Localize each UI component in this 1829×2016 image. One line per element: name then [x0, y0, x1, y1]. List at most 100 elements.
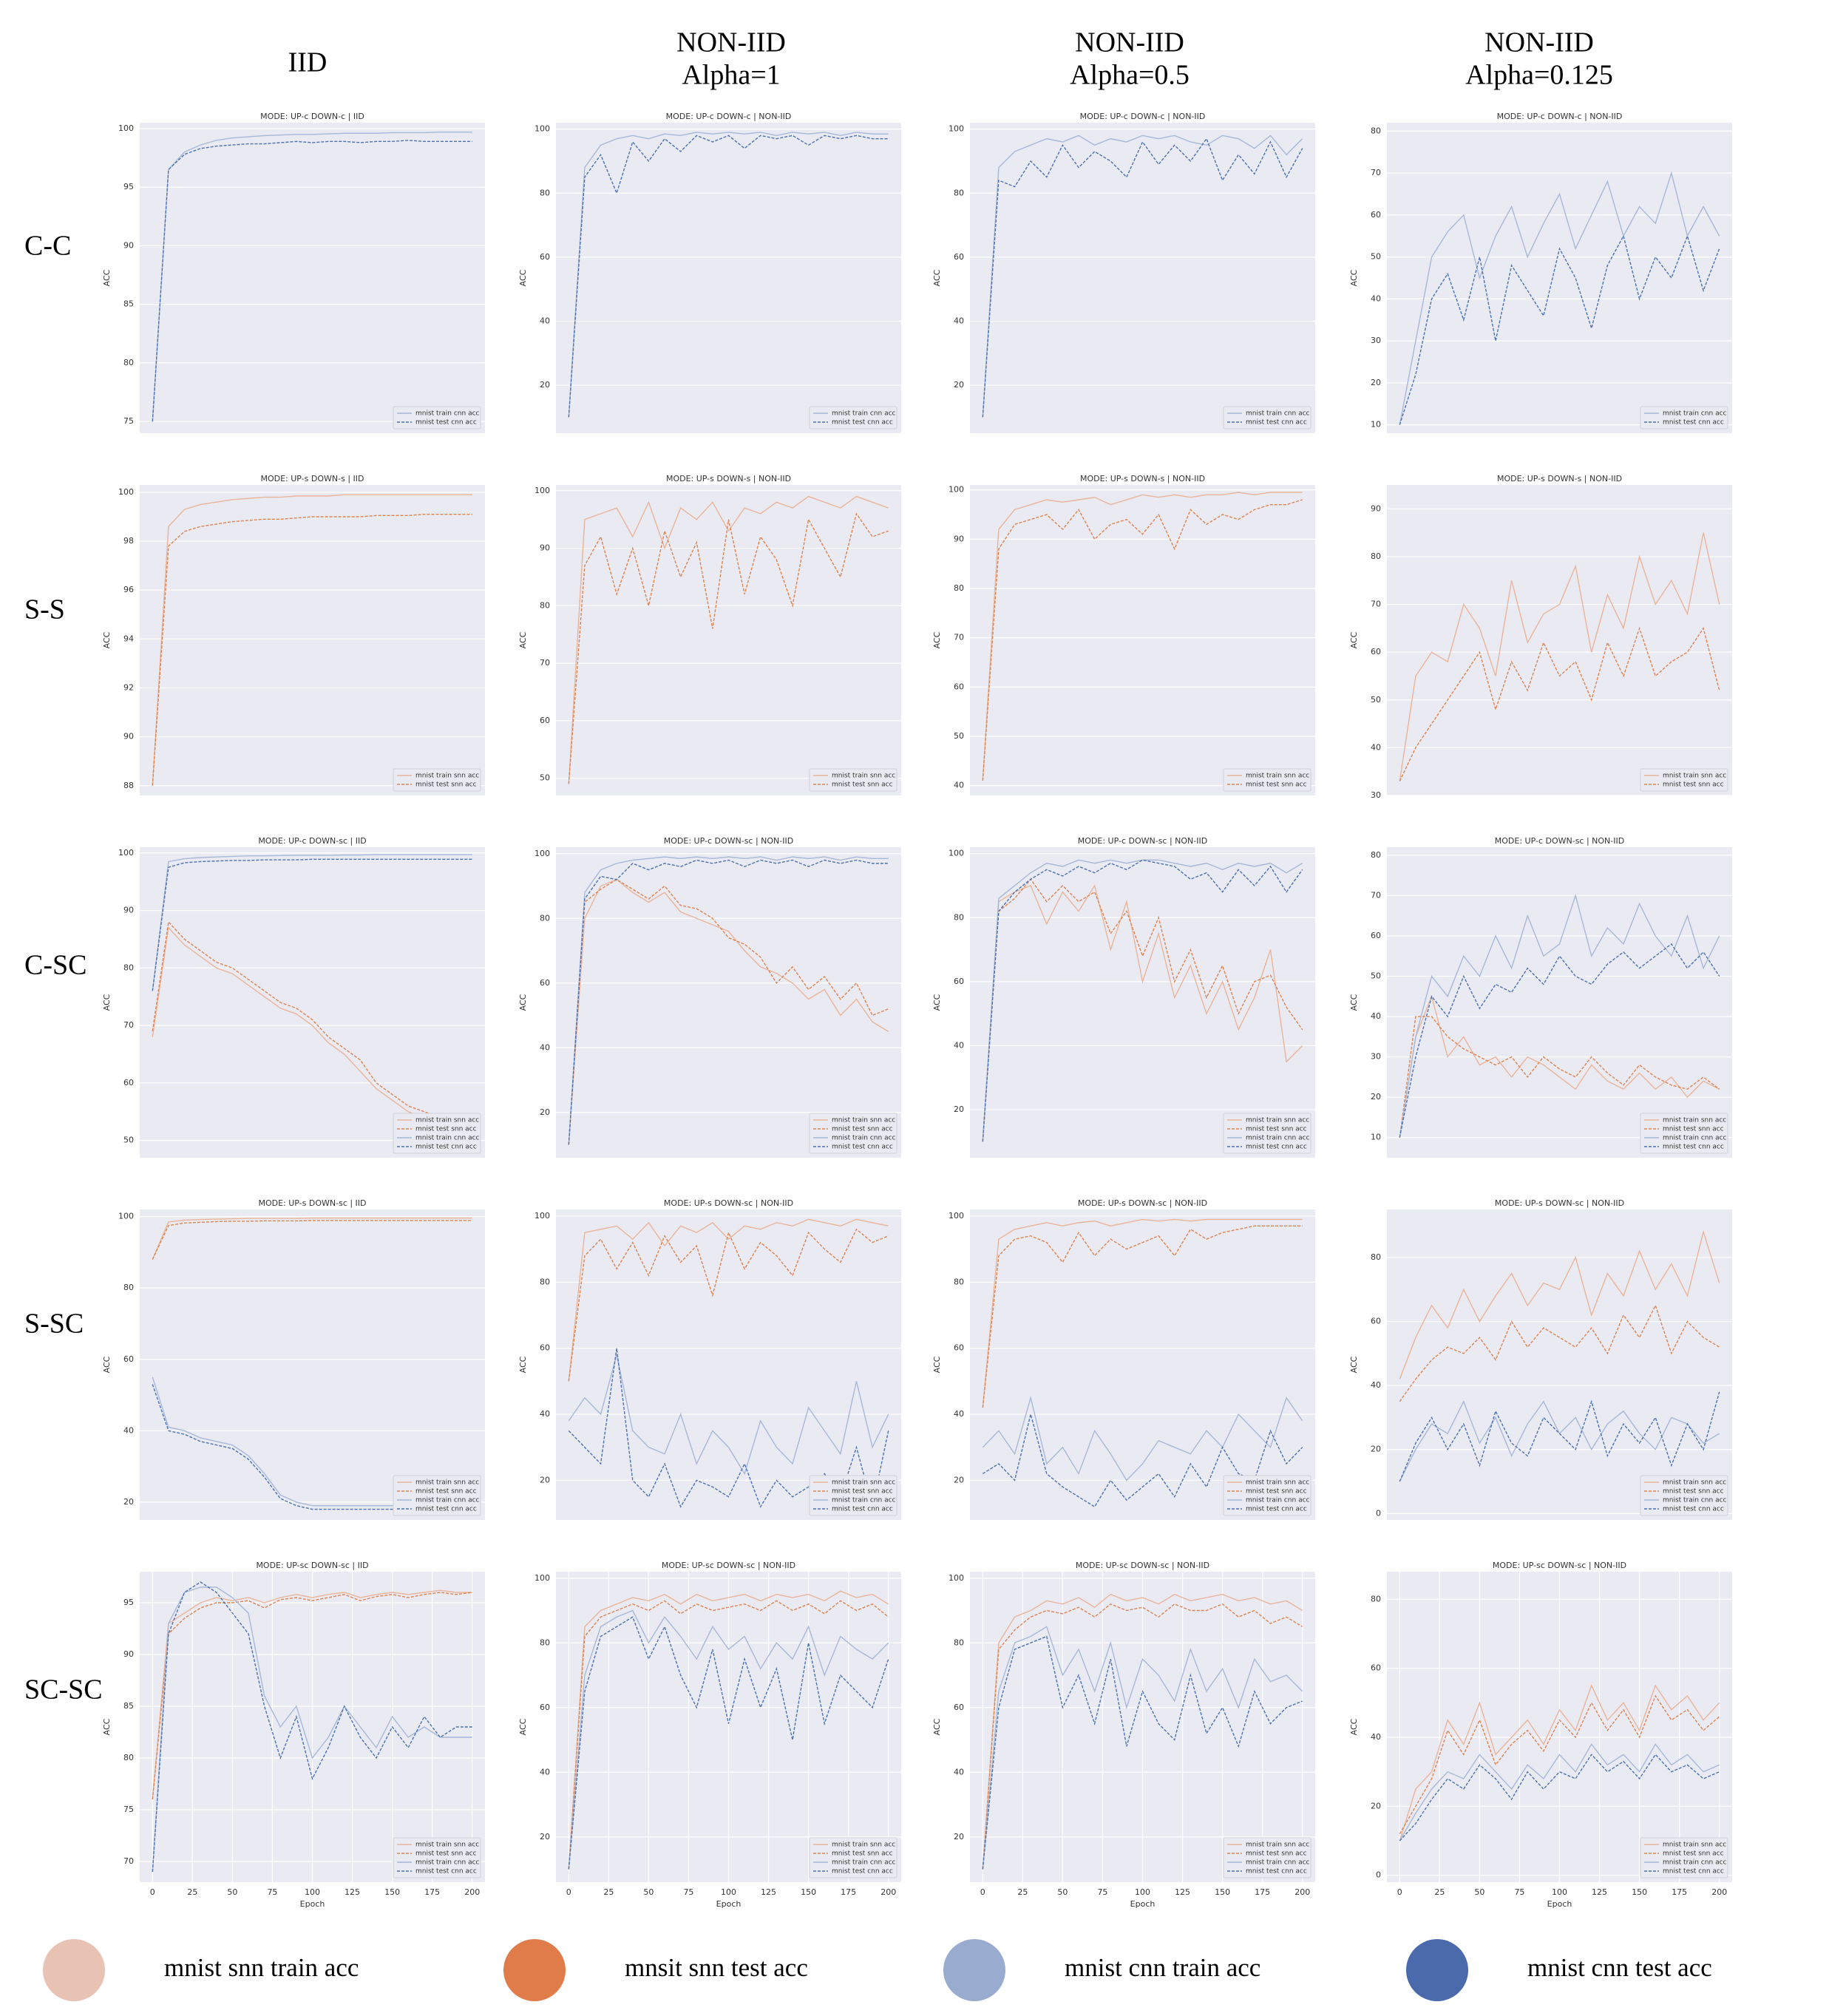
data-line	[1399, 1016, 1720, 1138]
y-tick-label: 90	[123, 1649, 134, 1659]
plot-area	[140, 1209, 485, 1520]
y-tick-label: 90	[1371, 503, 1381, 513]
y-tick-label: 80	[954, 912, 964, 922]
y-tick-label: 95	[123, 1598, 134, 1607]
chart-title: MODE: UP-s DOWN-sc | NON-IID	[1495, 1198, 1624, 1208]
legend-entry: mnist test snn acc	[832, 1126, 893, 1133]
legend-entry: mnist test cnn acc	[415, 1144, 477, 1151]
y-tick-label: 80	[123, 1753, 134, 1762]
y-tick-label: 100	[949, 124, 964, 134]
legend-entry: mnist test cnn acc	[1663, 1144, 1724, 1151]
y-tick-label: 0	[1376, 1870, 1381, 1880]
y-tick-label: 92	[123, 682, 134, 692]
y-tick-label: 70	[123, 1856, 134, 1866]
data-line	[982, 1218, 1303, 1408]
y-axis-label: ACC	[102, 269, 112, 286]
legend-entry: mnist test cnn acc	[832, 1144, 893, 1151]
chart-title: MODE: UP-sc DOWN-sc | IID	[256, 1561, 368, 1570]
row-label: S-SC	[24, 1309, 84, 1340]
chart-title: MODE: UP-c DOWN-sc | NON-IID	[1078, 836, 1207, 846]
row-label: SC-SC	[24, 1674, 103, 1706]
x-tick-label: 75	[1097, 1887, 1107, 1897]
y-tick-label: 40	[1371, 293, 1381, 303]
data-line	[1399, 1304, 1720, 1402]
row-label: C-SC	[24, 950, 86, 981]
legend-box	[1640, 1113, 1728, 1154]
legend-entry: mnist test cnn acc	[832, 1868, 893, 1876]
y-tick-label: 100	[949, 1573, 964, 1583]
legend-entry: mnist train snn acc	[1246, 1479, 1309, 1487]
x-tick-label: 200	[1294, 1887, 1310, 1897]
y-tick-label: 70	[1371, 600, 1381, 609]
chart-title: MODE: UP-sc DOWN-sc | NON-IID	[1076, 1561, 1209, 1570]
y-tick-label: 80	[123, 963, 134, 972]
y-axis-label: ACC	[102, 631, 112, 648]
chart-title: MODE: UP-c DOWN-c | NON-IID	[1497, 112, 1623, 121]
y-axis-label: ACC	[1349, 631, 1359, 648]
y-tick-label: 80	[1371, 126, 1381, 135]
y-tick-label: 80	[123, 358, 134, 367]
plot-area	[140, 123, 485, 433]
y-tick-label: 80	[540, 913, 550, 923]
y-tick-label: 80	[540, 188, 550, 197]
data-line	[568, 1354, 889, 1476]
legend-entry: mnist train snn acc	[415, 1117, 479, 1124]
legend-entry: mnist test snn acc	[415, 1488, 477, 1496]
legend-entry: mnist test snn acc	[1663, 1126, 1724, 1133]
y-tick-label: 10	[1371, 420, 1381, 430]
y-tick-label: 60	[540, 252, 550, 262]
data-line	[568, 859, 889, 1145]
legend-entry: mnist train snn acc	[415, 1842, 479, 1849]
data-line	[982, 884, 1303, 1142]
y-tick-label: 40	[954, 1040, 964, 1050]
y-tick-label: 80	[123, 1283, 134, 1292]
y-tick-label: 40	[540, 1409, 550, 1419]
legend-entry: mnist test cnn acc	[1246, 1868, 1307, 1876]
chart-title: MODE: UP-c DOWN-c | NON-IID	[1080, 112, 1206, 121]
data-line	[1399, 893, 1720, 1138]
legend-entry: mnist train cnn acc	[832, 1497, 896, 1504]
legend-entry: mnist test cnn acc	[1663, 1868, 1724, 1876]
data-line	[152, 131, 472, 422]
x-tick-label: 50	[1057, 1887, 1068, 1897]
data-line	[152, 1586, 472, 1873]
legend-box	[1223, 1837, 1311, 1878]
y-axis-label: ACC	[932, 269, 942, 286]
x-tick-label: 150	[1215, 1887, 1230, 1897]
legend-entry: mnist train snn acc	[1246, 773, 1309, 780]
y-tick-label: 70	[954, 633, 964, 642]
y-tick-label: 85	[123, 1701, 134, 1711]
y-tick-label: 50	[1371, 695, 1381, 705]
data-line	[152, 140, 472, 422]
y-axis-label: ACC	[102, 1356, 112, 1373]
legend-entry: mnist train snn acc	[1246, 1117, 1309, 1124]
data-line	[568, 135, 889, 418]
legend-box	[393, 768, 481, 792]
x-tick-label: 50	[643, 1887, 654, 1897]
y-tick-label: 100	[535, 849, 550, 858]
legend-box	[809, 1113, 897, 1154]
legend-entry: mnist train snn acc	[1663, 1117, 1726, 1124]
y-axis-label: ACC	[102, 994, 112, 1011]
chart-title: MODE: UP-s DOWN-s | NON-IID	[666, 474, 791, 483]
data-line	[152, 1589, 472, 1800]
legend-label: mnist cnn test acc	[1527, 1953, 1712, 1982]
data-line	[1399, 1229, 1720, 1379]
legend-swatch	[503, 1939, 566, 2001]
y-tick-label: 20	[540, 1475, 550, 1484]
legend-entry: mnist train snn acc	[415, 773, 479, 780]
legend-entry: mnist test snn acc	[1246, 1126, 1307, 1133]
y-tick-label: 90	[123, 240, 134, 250]
chart-title: MODE: UP-c DOWN-sc | IID	[258, 836, 366, 846]
legend-label: mnsit snn test acc	[625, 1953, 808, 1982]
y-axis-label: ACC	[518, 269, 528, 286]
data-line	[1399, 626, 1720, 781]
y-tick-label: 100	[118, 487, 134, 497]
y-tick-label: 100	[535, 486, 550, 495]
data-line	[982, 1413, 1303, 1508]
y-tick-label: 60	[123, 1354, 134, 1364]
legend-entry: mnist test snn acc	[832, 781, 893, 789]
data-line	[982, 1395, 1303, 1482]
chart-title: MODE: UP-c DOWN-c | IID	[260, 112, 364, 121]
